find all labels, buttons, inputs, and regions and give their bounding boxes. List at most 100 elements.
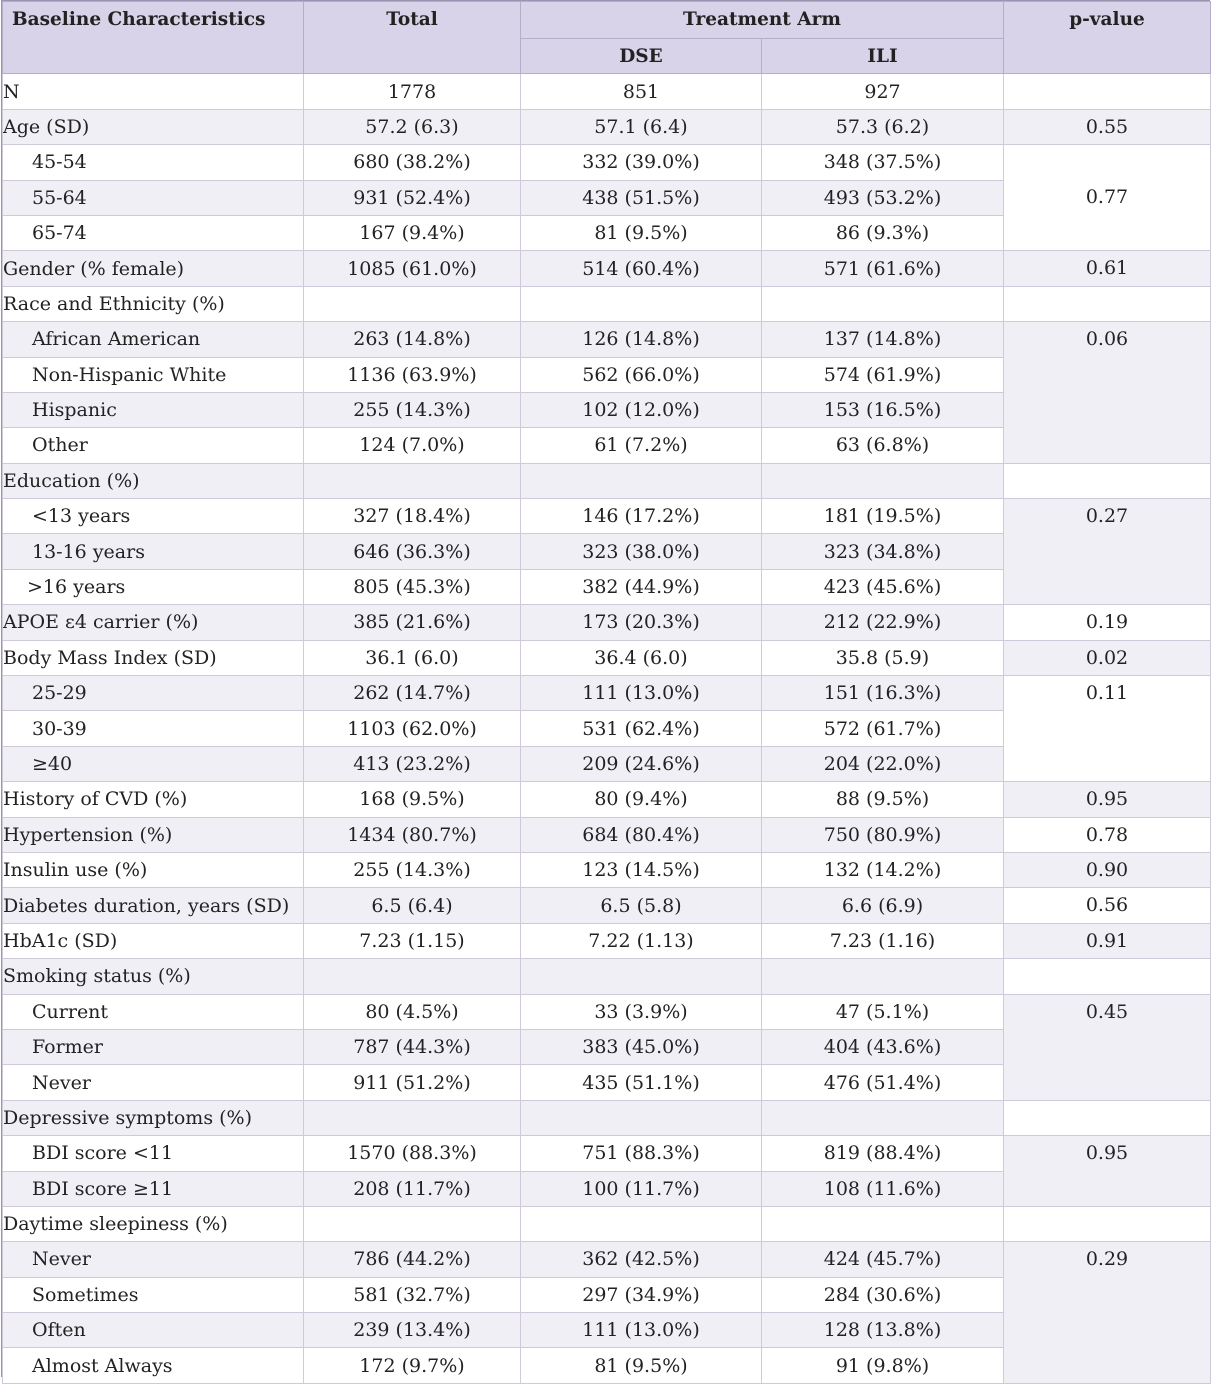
- cell-ili: 750 (80.9%): [761, 816, 1004, 853]
- cell-total: 1434 (80.7%): [303, 816, 521, 853]
- cell-dse: 173 (20.3%): [520, 604, 762, 641]
- row-label: Often: [2, 1312, 304, 1349]
- header-pvalue: p-value: [1003, 0, 1211, 75]
- cell-total: 255 (14.3%): [303, 851, 521, 889]
- cell-total: 262 (14.7%): [303, 675, 521, 712]
- cell-dse: 81 (9.5%): [520, 214, 762, 252]
- cell-ili: 108 (11.6%): [761, 1170, 1004, 1207]
- cell-dse: 36.4 (6.0): [520, 639, 762, 677]
- row-label: Education (%): [2, 462, 304, 500]
- row-label: Never: [2, 1241, 304, 1278]
- cell-ili: 63 (6.8%): [761, 427, 1004, 464]
- table-row: Insulin use (%) 255 (14.3%) 123 (14.5%) 132…: [2, 851, 1211, 889]
- table-row: 25-29 262 (14.7%) 111 (13.0%) 151 (16.3%) 0.…: [2, 675, 1211, 783]
- row-label: Body Mass Index (SD): [2, 639, 304, 677]
- cell-pvalue: [1003, 73, 1211, 110]
- cell-pvalue: 0.45: [1003, 993, 1211, 1101]
- cell-pvalue: 0.29: [1003, 1241, 1211, 1384]
- cell-ili: 424 (45.7%): [761, 1241, 1004, 1278]
- cell-pvalue: 0.95: [1003, 1135, 1211, 1207]
- cell-dse: 514 (60.4%): [520, 250, 762, 287]
- table-row: Gender (% female) 1085 (61.0%) 514 (60.4%)…: [2, 250, 1211, 287]
- cell-ili: 47 (5.1%): [761, 993, 1004, 1030]
- cell-dse: 531 (62.4%): [520, 710, 762, 747]
- cell-total: 1570 (88.3%): [303, 1135, 521, 1172]
- cell-pvalue: 0.06: [1003, 321, 1211, 464]
- cell-dse: 562 (66.0%): [520, 356, 762, 393]
- table-row: <13 years 327 (18.4%) 146 (17.2%) 181 (19.5…: [2, 498, 1211, 606]
- cell-pvalue: [1003, 958, 1211, 995]
- table-row: Never 786 (44.2%) 362 (42.5%) 424 (45.7%) 0.…: [2, 1241, 1211, 1384]
- row-label: >16 years: [2, 568, 304, 606]
- cell-ili: 819 (88.4%): [761, 1135, 1004, 1172]
- row-label: Diabetes duration, years (SD): [2, 887, 304, 924]
- cell-pvalue: 0.02: [1003, 639, 1211, 677]
- cell-dse: [520, 958, 762, 995]
- cell-total: 7.23 (1.15): [303, 922, 521, 960]
- row-label: 30-39: [2, 710, 304, 747]
- header-characteristics: Baseline Characteristics: [2, 0, 304, 75]
- table-row: Hypertension (%) 1434 (80.7%) 684 (80.4%) 7…: [2, 816, 1211, 853]
- cell-dse: [520, 462, 762, 500]
- cell-total: 6.5 (6.4): [303, 887, 521, 924]
- cell-ili: 6.6 (6.9): [761, 887, 1004, 924]
- cell-total: 1778: [303, 73, 521, 110]
- row-label: Current: [2, 993, 304, 1030]
- table-row: African American 263 (14.8%) 126 (14.8%) 13…: [2, 321, 1211, 464]
- cell-ili: 574 (61.9%): [761, 356, 1004, 393]
- cell-dse: 33 (3.9%): [520, 993, 762, 1030]
- cell-total: 581 (32.7%): [303, 1276, 521, 1314]
- cell-ili: 153 (16.5%): [761, 391, 1004, 429]
- cell-pvalue: [1003, 1205, 1211, 1243]
- row-label: Never: [2, 1064, 304, 1101]
- cell-pvalue: 0.27: [1003, 498, 1211, 606]
- row-label: 55-64: [2, 179, 304, 216]
- row-label: 45-54: [2, 144, 304, 181]
- table-row: Former 787 (44.3%) 383 (45.0%) 404 (43.6%): [2, 1028, 1211, 1066]
- table-row: Race and Ethnicity (%): [2, 285, 1211, 323]
- row-label: Former: [2, 1028, 304, 1066]
- row-label: Gender (% female): [2, 250, 304, 287]
- cell-ili: 423 (45.6%): [761, 568, 1004, 606]
- cell-dse: 851: [520, 73, 762, 110]
- cell-total: 1136 (63.9%): [303, 356, 521, 393]
- table-row: Non-Hispanic White 1136 (63.9%) 562 (66.0%…: [2, 356, 1211, 393]
- cell-total: 255 (14.3%): [303, 391, 521, 429]
- cell-total: 327 (18.4%): [303, 498, 521, 535]
- table-row: ≥40 413 (23.2%) 209 (24.6%) 204 (22.0%): [2, 745, 1211, 783]
- row-label: Hispanic: [2, 391, 304, 429]
- cell-ili: 88 (9.5%): [761, 781, 1004, 818]
- header-total: Total: [303, 0, 521, 75]
- cell-dse: 146 (17.2%): [520, 498, 762, 535]
- cell-total: 124 (7.0%): [303, 427, 521, 464]
- cell-ili: 493 (53.2%): [761, 179, 1004, 216]
- row-label: 13-16 years: [2, 533, 304, 570]
- cell-total: 646 (36.3%): [303, 533, 521, 570]
- cell-ili: [761, 462, 1004, 500]
- row-label: Almost Always: [2, 1347, 304, 1384]
- cell-dse: 81 (9.5%): [520, 1347, 762, 1384]
- cell-pvalue: 0.19: [1003, 604, 1211, 641]
- row-label: History of CVD (%): [2, 781, 304, 818]
- cell-pvalue: [1003, 285, 1211, 323]
- cell-ili: 476 (51.4%): [761, 1064, 1004, 1101]
- cell-dse: 382 (44.9%): [520, 568, 762, 606]
- cell-pvalue: 0.11: [1003, 675, 1211, 783]
- table-row: BDI score <11 1570 (88.3%) 751 (88.3%) 819 …: [2, 1135, 1211, 1207]
- table-row: Age (SD) 57.2 (6.3) 57.1 (6.4) 57.3 (6.2) 0.…: [2, 108, 1211, 146]
- cell-dse: 80 (9.4%): [520, 781, 762, 818]
- row-label: Depressive symptoms (%): [2, 1099, 304, 1137]
- table-row: >16 years 805 (45.3%) 382 (44.9%) 423 (45.6…: [2, 568, 1211, 606]
- table-row: 30-39 1103 (62.0%) 531 (62.4%) 572 (61.7%): [2, 710, 1211, 747]
- row-label: <13 years: [2, 498, 304, 535]
- cell-dse: 126 (14.8%): [520, 321, 762, 358]
- row-label: Daytime sleepiness (%): [2, 1205, 304, 1243]
- cell-total: 680 (38.2%): [303, 144, 521, 181]
- cell-total: 57.2 (6.3): [303, 108, 521, 146]
- cell-total: 1085 (61.0%): [303, 250, 521, 287]
- table-row: Often 239 (13.4%) 111 (13.0%) 128 (13.8%): [2, 1312, 1211, 1349]
- table-row: N 1778 851 927: [2, 73, 1211, 110]
- cell-total: 786 (44.2%): [303, 1241, 521, 1278]
- cell-total: 167 (9.4%): [303, 214, 521, 252]
- cell-pvalue: 0.61: [1003, 250, 1211, 287]
